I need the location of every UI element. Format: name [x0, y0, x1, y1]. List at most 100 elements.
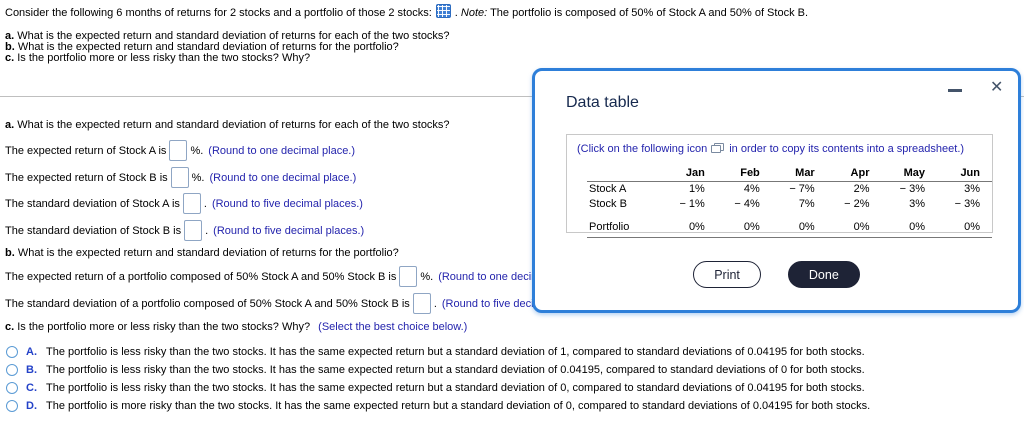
choice-text: The portfolio is less risky than the two… [46, 364, 865, 376]
print-button[interactable]: Print [693, 261, 761, 288]
done-button[interactable]: Done [787, 261, 860, 288]
answer-input[interactable] [412, 293, 431, 314]
choice-text: The portfolio is less risky than the two… [46, 346, 865, 358]
overview-question-a: a. What is the expected return and stand… [5, 29, 450, 43]
answer-line-stock-a-std: The standard deviation of Stock A is . (… [5, 193, 363, 214]
row-label: Portfolio [587, 220, 663, 238]
answer-prefix: The standard deviation of a portfolio co… [5, 297, 410, 310]
dialog-button-bar: Print Done [535, 261, 1018, 288]
note-label: Note: [460, 7, 488, 19]
rounding-hint: (Round to one decimal place.) [209, 171, 357, 184]
section-letter: c. [5, 321, 15, 333]
section-c-question: c. Is the portfolio more or less risky t… [5, 320, 467, 334]
table-cell: 3% [964, 183, 980, 195]
intro-period: . [454, 7, 458, 19]
answer-line-stock-b-return: The expected return of Stock B is %. (Ro… [5, 167, 356, 188]
row-label: Stock A [589, 183, 627, 195]
note-text: The portfolio is composed of 50% of Stoc… [490, 7, 809, 19]
answer-suffix: %. [190, 144, 204, 157]
question-letter: b. [5, 41, 15, 53]
copy-instruction: (Click on the following icon in order to … [577, 143, 992, 155]
returns-table: Jan Feb Mar Apr May Jun Stock A 1% 4% − … [587, 166, 992, 238]
choice-row-a[interactable]: A. The portfolio is less risky than the … [6, 345, 865, 359]
row-label: Stock B [589, 198, 627, 210]
rounding-hint: (Round to five decimal places.) [211, 197, 363, 210]
section-question-text: Is the portfolio more or less risky than… [17, 321, 311, 333]
choice-row-c[interactable]: C. The portfolio is less risky than the … [6, 381, 865, 395]
table-cell: − 3% [899, 183, 925, 195]
instruction-text-after: in order to copy its contents into a spr… [729, 143, 965, 155]
answer-input[interactable] [182, 193, 201, 214]
question-letter: c. [5, 52, 15, 64]
close-icon[interactable]: ✕ [990, 79, 1004, 96]
choice-letter: A. [26, 346, 37, 358]
table-cell: 0% [881, 220, 937, 238]
table-cell: 0% [716, 220, 772, 238]
answer-prefix: The standard deviation of Stock B is [5, 224, 182, 237]
answer-line-stock-b-std: The standard deviation of Stock B is . (… [5, 220, 364, 241]
radio-button[interactable] [6, 382, 18, 394]
table-cell: − 4% [734, 198, 760, 210]
section-question-text: What is the expected return and standard… [17, 247, 399, 259]
choice-row-b[interactable]: B. The portfolio is less risky than the … [6, 363, 865, 377]
overview-question-b: b. What is the expected return and stand… [5, 40, 399, 54]
question-letter: a. [5, 30, 15, 42]
answer-prefix: The standard deviation of Stock A is [5, 197, 180, 210]
answer-line-stock-a-return: The expected return of Stock A is %. (Ro… [5, 140, 355, 161]
table-cell: 0% [771, 220, 827, 238]
table-cell: − 3% [954, 198, 980, 210]
answer-suffix: . [203, 197, 207, 210]
table-cell: 1% [688, 183, 705, 195]
answer-suffix: . [433, 297, 437, 310]
month-header: Feb [716, 166, 772, 182]
data-table-dialog: Data table ✕ (Click on the following ico… [532, 68, 1021, 313]
answer-input[interactable] [169, 140, 188, 161]
data-table-icon[interactable] [435, 4, 451, 18]
copy-icon[interactable] [711, 143, 725, 153]
choice-row-d[interactable]: D. The portfolio is more risky than the … [6, 399, 870, 413]
dialog-title: Data table [566, 94, 639, 111]
month-header: Apr [826, 166, 882, 182]
table-cell: − 1% [679, 198, 705, 210]
radio-button[interactable] [6, 364, 18, 376]
table-spacer-row [587, 212, 992, 220]
section-letter: a. [5, 119, 15, 131]
overview-question-c: c. Is the portfolio more or less risky t… [5, 51, 310, 65]
radio-button[interactable] [6, 346, 18, 358]
question-text: What is the expected return and standard… [17, 41, 399, 53]
table-cell: − 7% [789, 183, 815, 195]
table-row-stock-a: Stock A 1% 4% − 7% 2% − 3% 3% [587, 182, 992, 198]
month-header: Jun [936, 166, 992, 182]
answer-prefix: The expected return of Stock B is [5, 171, 168, 184]
month-header: May [881, 166, 937, 182]
answer-line-portfolio-return: The expected return of a portfolio compo… [5, 266, 585, 287]
rounding-hint: (Round to five decimal places.) [213, 224, 365, 237]
table-cell: 0% [662, 220, 717, 238]
answer-suffix: . [205, 224, 209, 237]
table-cell: 3% [909, 198, 925, 210]
question-text: What is the expected return and standard… [17, 30, 450, 42]
radio-button[interactable] [6, 400, 18, 412]
instruction-text-before: (Click on the following icon [577, 143, 708, 155]
intro-text: Consider the following 6 months of retur… [5, 7, 432, 19]
section-a-question: a. What is the expected return and stand… [5, 118, 450, 132]
answer-suffix: %. [191, 171, 205, 184]
month-header: Mar [771, 166, 827, 182]
choice-text: The portfolio is more risky than the two… [46, 400, 871, 412]
minimize-icon[interactable] [948, 89, 962, 92]
answer-suffix: %. [420, 270, 434, 283]
table-cell: − 2% [844, 198, 870, 210]
table-cell: 0% [936, 220, 992, 238]
section-b-question: b. What is the expected return and stand… [5, 246, 399, 260]
section-letter: b. [5, 247, 15, 259]
answer-input[interactable] [170, 167, 189, 188]
answer-input[interactable] [399, 266, 418, 287]
select-choice-hint: (Select the best choice below.) [318, 321, 468, 333]
choice-letter: B. [26, 364, 37, 376]
question-text: Is the portfolio more or less risky than… [17, 52, 311, 64]
table-cell: 2% [853, 183, 870, 195]
answer-input[interactable] [184, 220, 203, 241]
table-panel: (Click on the following icon in order to … [566, 134, 993, 238]
table-cell: 4% [743, 183, 760, 195]
